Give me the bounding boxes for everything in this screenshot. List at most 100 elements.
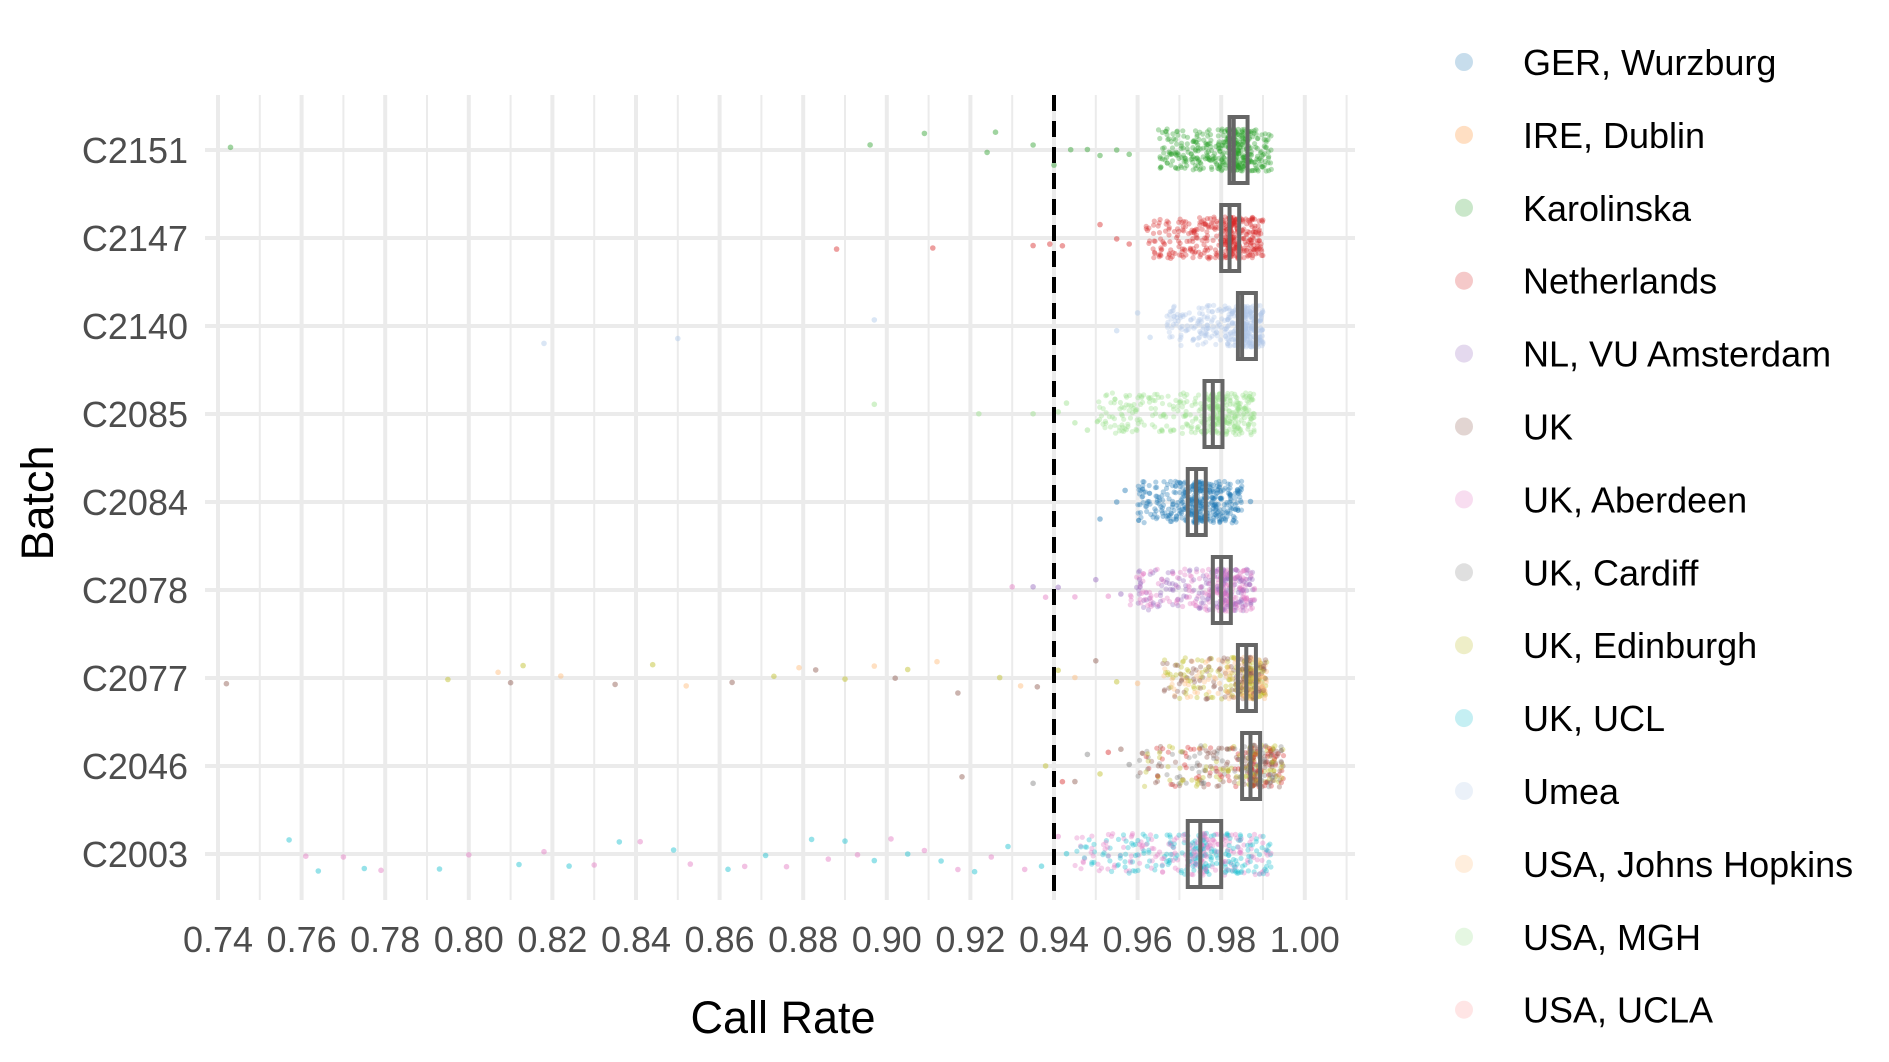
data-point bbox=[1206, 155, 1212, 161]
data-point bbox=[1137, 860, 1143, 866]
data-point bbox=[1257, 161, 1263, 167]
x-tick-label: 0.80 bbox=[434, 919, 504, 960]
grid bbox=[205, 95, 1355, 900]
data-point bbox=[1198, 584, 1204, 590]
data-point bbox=[1253, 251, 1259, 257]
data-point bbox=[1230, 219, 1236, 225]
data-point bbox=[1257, 334, 1263, 340]
data-point bbox=[1195, 781, 1201, 787]
data-point bbox=[1240, 164, 1247, 170]
data-point bbox=[1182, 165, 1188, 171]
data-point bbox=[1219, 128, 1225, 134]
data-point bbox=[1278, 765, 1284, 771]
data-point bbox=[1239, 412, 1245, 418]
data-point bbox=[1166, 149, 1172, 155]
outlier-point bbox=[1247, 498, 1254, 505]
data-point bbox=[1195, 320, 1201, 326]
data-point bbox=[1182, 247, 1188, 253]
data-point bbox=[1248, 151, 1254, 157]
data-point bbox=[1226, 311, 1232, 318]
data-point bbox=[1176, 238, 1182, 244]
data-point bbox=[1221, 155, 1227, 161]
data-point bbox=[1172, 759, 1179, 765]
data-point bbox=[1235, 132, 1241, 138]
data-point bbox=[1222, 326, 1228, 332]
data-point bbox=[1249, 315, 1255, 321]
data-point bbox=[1152, 411, 1159, 417]
data-point bbox=[1159, 394, 1165, 400]
data-point bbox=[1203, 145, 1209, 151]
data-point bbox=[1213, 341, 1219, 348]
data-point bbox=[1176, 228, 1182, 234]
data-point bbox=[1229, 832, 1235, 838]
data-point bbox=[1217, 164, 1223, 170]
data-point bbox=[1253, 229, 1259, 235]
data-point bbox=[1207, 157, 1213, 163]
data-point bbox=[1153, 854, 1159, 860]
data-point bbox=[1203, 142, 1209, 148]
data-point bbox=[1230, 336, 1236, 342]
data-point bbox=[1251, 130, 1257, 136]
data-point bbox=[1201, 221, 1207, 227]
data-point bbox=[1243, 312, 1249, 318]
data-point bbox=[1187, 245, 1193, 251]
outlier-point bbox=[1030, 242, 1036, 249]
data-point bbox=[1239, 166, 1245, 172]
data-point bbox=[1194, 425, 1200, 431]
data-point bbox=[1219, 152, 1225, 158]
data-point bbox=[1208, 147, 1215, 154]
data-point bbox=[1234, 156, 1240, 162]
data-point bbox=[1175, 152, 1181, 158]
data-point bbox=[1122, 859, 1128, 865]
data-point bbox=[1200, 780, 1206, 787]
data-point bbox=[1253, 144, 1259, 150]
data-point bbox=[1202, 235, 1208, 241]
data-point bbox=[1162, 157, 1168, 163]
data-point bbox=[1190, 139, 1196, 145]
data-point bbox=[1151, 218, 1157, 224]
data-point bbox=[1218, 168, 1225, 174]
data-point bbox=[1148, 593, 1154, 599]
data-point bbox=[1226, 337, 1232, 343]
data-point bbox=[1201, 137, 1207, 143]
data-point bbox=[1175, 403, 1181, 409]
data-point bbox=[1117, 852, 1124, 859]
data-point bbox=[1119, 404, 1125, 410]
data-point bbox=[1229, 308, 1235, 314]
data-point bbox=[1189, 156, 1195, 162]
data-point bbox=[1258, 217, 1265, 223]
data-point bbox=[1198, 496, 1205, 502]
data-point bbox=[1250, 597, 1256, 603]
data-point bbox=[1191, 228, 1197, 234]
data-point bbox=[1234, 395, 1240, 401]
x-tick-label: 0.98 bbox=[1186, 919, 1256, 960]
data-point bbox=[1178, 332, 1184, 338]
data-point bbox=[1233, 253, 1239, 259]
data-point bbox=[1224, 336, 1230, 342]
data-point bbox=[1265, 852, 1271, 858]
data-point bbox=[1211, 155, 1217, 162]
data-point bbox=[1224, 325, 1230, 331]
data-point bbox=[1241, 226, 1247, 232]
data-point bbox=[1204, 141, 1210, 148]
data-point bbox=[1257, 331, 1263, 337]
data-point bbox=[1150, 246, 1156, 252]
data-point bbox=[1219, 159, 1225, 165]
data-point bbox=[1163, 228, 1169, 234]
outlier-point bbox=[955, 866, 961, 873]
data-point bbox=[1134, 852, 1141, 858]
data-point bbox=[1183, 765, 1189, 771]
data-point bbox=[1232, 216, 1239, 222]
data-point bbox=[1177, 507, 1183, 513]
data-point bbox=[1241, 405, 1248, 411]
data-point bbox=[1185, 327, 1191, 333]
data-point bbox=[1212, 255, 1218, 261]
data-point bbox=[1278, 780, 1284, 786]
data-point bbox=[1190, 235, 1196, 242]
data-point bbox=[1248, 432, 1254, 438]
data-point bbox=[1204, 326, 1210, 332]
y-axis-ticks: C2151C2147C2140C2085C2084C2078C2077C2046… bbox=[82, 130, 188, 875]
data-point bbox=[1242, 323, 1248, 330]
data-point bbox=[1225, 341, 1231, 347]
data-point bbox=[1249, 215, 1255, 222]
